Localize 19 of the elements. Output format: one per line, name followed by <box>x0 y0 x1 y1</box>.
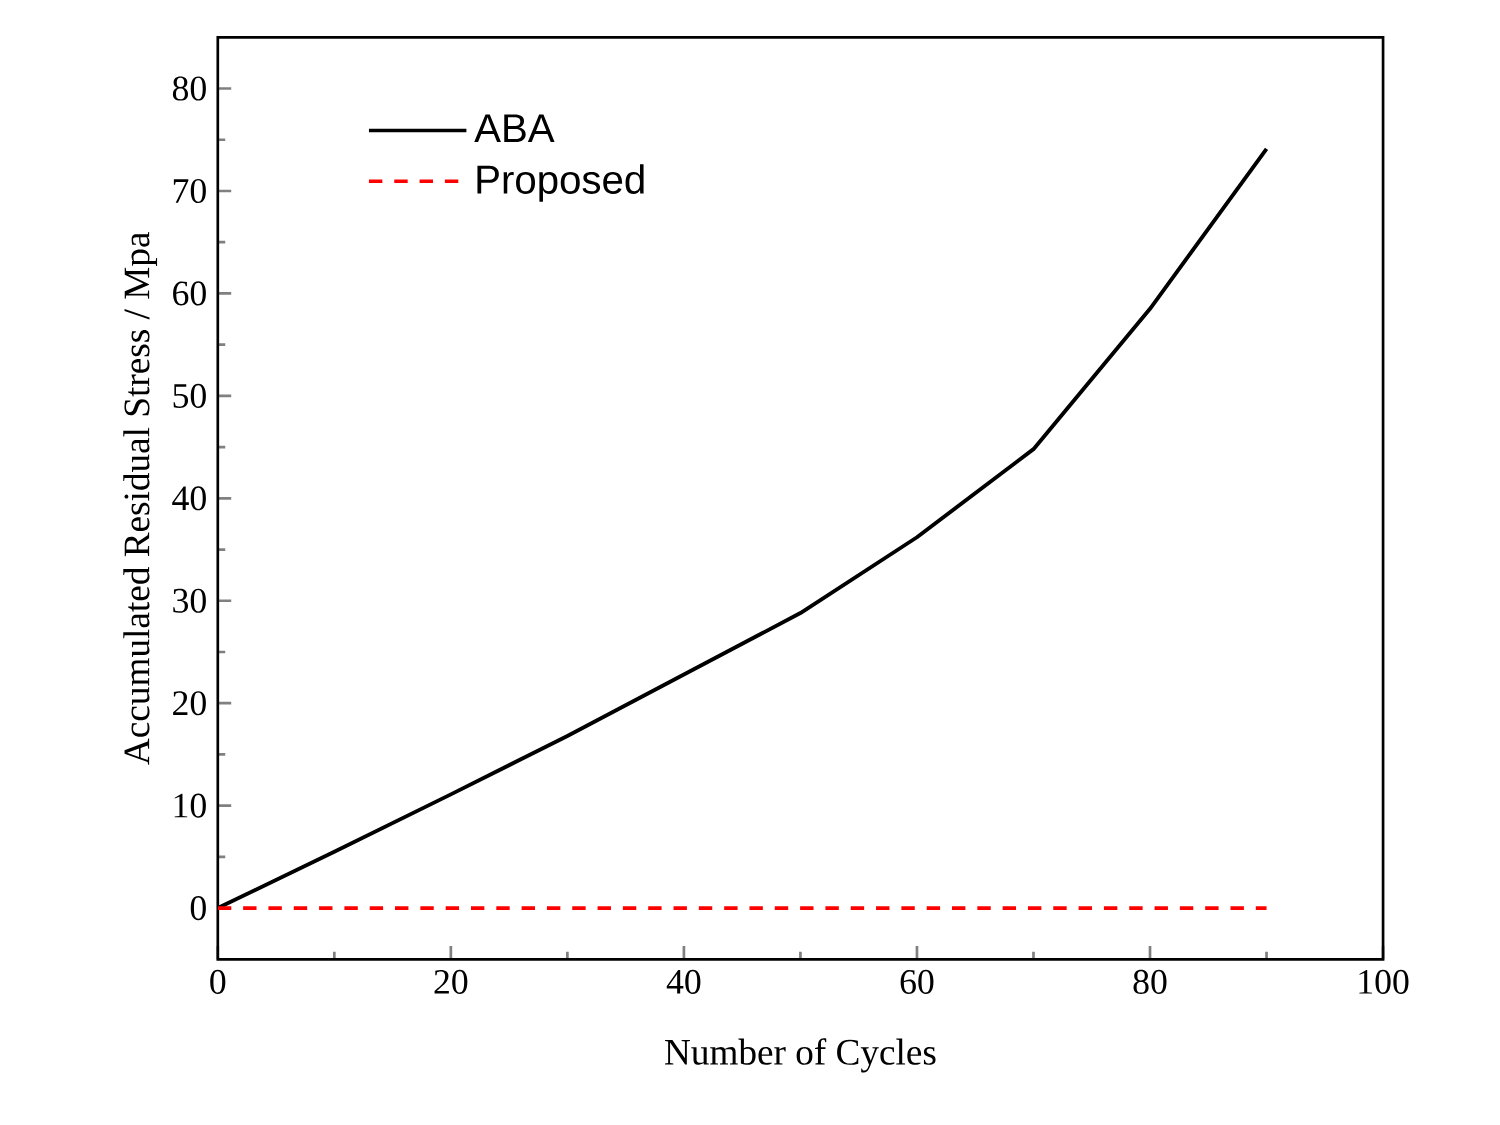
y-tick-label: 10 <box>174 793 206 818</box>
y-axis-title: Accumulated Residual Stress / Mpa <box>123 231 158 765</box>
x-axis-title: Number of Cycles <box>665 1038 936 1073</box>
x-tick-label: 80 <box>1133 969 1167 994</box>
x-tick-label: 100 <box>1359 969 1409 994</box>
x-tick-label: 0 <box>210 969 226 994</box>
y-tick-label: 0 <box>190 895 206 920</box>
y-tick-label: 60 <box>173 281 206 306</box>
y-tick-label: 30 <box>173 588 206 613</box>
y-tick-label: 40 <box>172 486 206 511</box>
x-tick-label: 40 <box>666 969 701 994</box>
legend-label: Proposed <box>477 164 644 202</box>
x-tick-label: 20 <box>434 969 468 994</box>
y-tick-label: 80 <box>172 76 206 101</box>
y-tick-label: 50 <box>173 383 206 408</box>
x-tick-label: 60 <box>900 969 934 994</box>
y-tick-label: 20 <box>173 690 206 716</box>
y-tick-label: 70 <box>173 178 206 203</box>
legend-label: ABA <box>474 114 555 142</box>
